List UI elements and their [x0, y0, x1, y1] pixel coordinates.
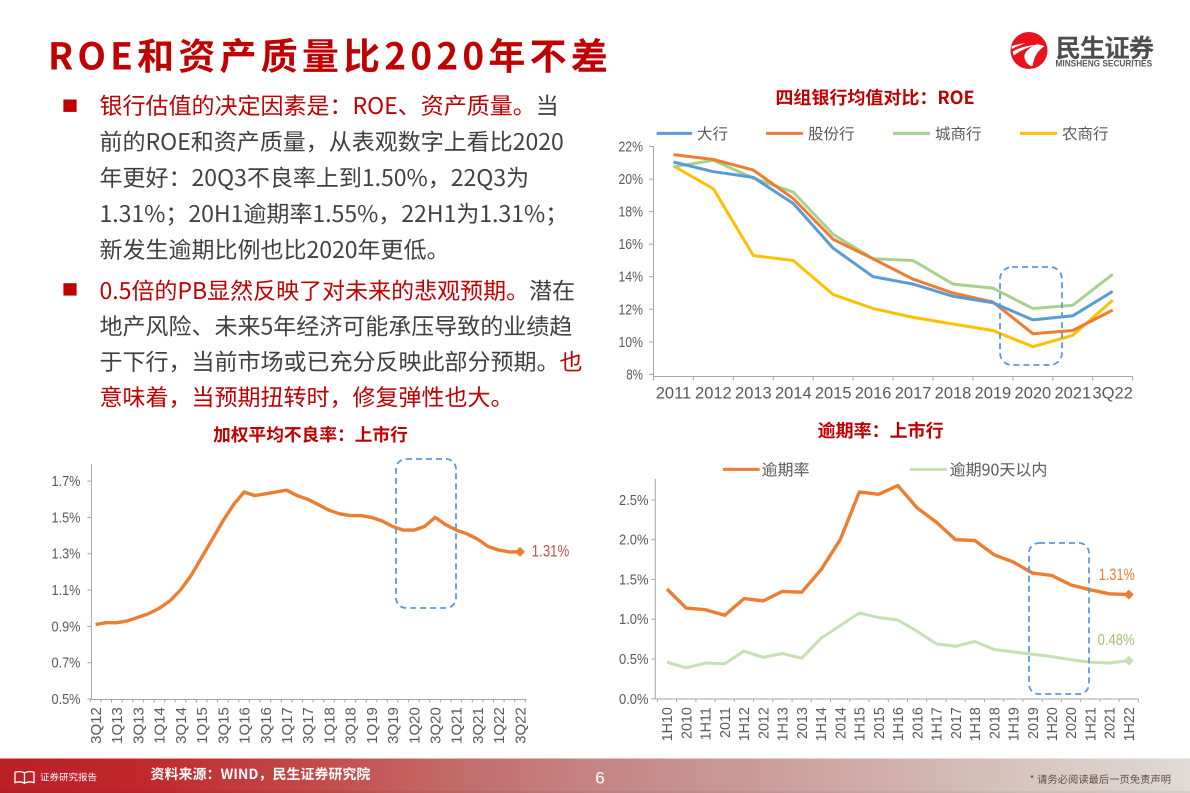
svg-text:1.1%: 1.1% — [52, 583, 81, 599]
svg-text:1H22: 1H22 — [1122, 707, 1138, 741]
svg-text:1H19: 1H19 — [1007, 707, 1023, 741]
svg-text:1.7%: 1.7% — [52, 474, 81, 490]
svg-text:2010: 2010 — [679, 707, 695, 739]
svg-text:0.5%: 0.5% — [52, 692, 81, 708]
svg-text:1H18: 1H18 — [968, 707, 984, 741]
svg-text:1H15: 1H15 — [853, 707, 869, 741]
svg-text:3Q21: 3Q21 — [470, 707, 487, 744]
svg-text:1H16: 1H16 — [891, 707, 907, 741]
svg-text:2018: 2018 — [987, 707, 1003, 739]
svg-text:2019: 2019 — [975, 385, 1012, 403]
svg-text:1.5%: 1.5% — [52, 510, 81, 526]
svg-text:20%: 20% — [619, 172, 644, 188]
svg-text:18%: 18% — [619, 205, 644, 221]
svg-text:16%: 16% — [619, 237, 644, 253]
svg-text:2017: 2017 — [949, 707, 965, 739]
svg-text:3Q22: 3Q22 — [512, 707, 529, 744]
svg-text:1H13: 1H13 — [776, 707, 792, 741]
svg-text:1H10: 1H10 — [660, 707, 676, 741]
svg-text:8%: 8% — [626, 367, 643, 383]
svg-text:2020: 2020 — [1064, 707, 1080, 739]
svg-text:14%: 14% — [619, 270, 644, 286]
svg-text:1Q13: 1Q13 — [109, 707, 126, 744]
svg-text:1H11: 1H11 — [699, 707, 715, 740]
svg-text:2011: 2011 — [718, 707, 734, 738]
svg-text:3Q17: 3Q17 — [300, 707, 317, 744]
svg-text:1.3%: 1.3% — [52, 547, 81, 563]
svg-text:2.5%: 2.5% — [619, 493, 649, 509]
svg-text:2018: 2018 — [935, 385, 972, 403]
svg-text:1Q17: 1Q17 — [279, 707, 296, 744]
svg-text:1H14: 1H14 — [814, 707, 830, 741]
svg-text:2012: 2012 — [695, 385, 732, 403]
svg-text:0.9%: 0.9% — [52, 619, 81, 635]
svg-text:1Q18: 1Q18 — [321, 707, 338, 744]
svg-text:1Q20: 1Q20 — [406, 707, 423, 744]
svg-text:2015: 2015 — [872, 707, 888, 739]
svg-text:2012: 2012 — [756, 707, 772, 739]
svg-text:1H17: 1H17 — [930, 707, 946, 741]
svg-text:3Q15: 3Q15 — [215, 707, 232, 744]
svg-text:1H12: 1H12 — [737, 707, 753, 741]
svg-text:2013: 2013 — [795, 707, 811, 739]
svg-text:1.0%: 1.0% — [619, 612, 649, 628]
svg-text:2014: 2014 — [833, 707, 849, 739]
svg-text:0.48%: 0.48% — [1098, 632, 1135, 649]
svg-text:2021: 2021 — [1054, 385, 1091, 403]
svg-text:2016: 2016 — [910, 707, 926, 739]
svg-text:0.5%: 0.5% — [619, 652, 649, 668]
svg-text:3Q12: 3Q12 — [88, 707, 105, 744]
svg-text:1.31%: 1.31% — [532, 543, 570, 561]
svg-text:1Q19: 1Q19 — [364, 707, 381, 744]
svg-text:2020: 2020 — [1015, 385, 1052, 403]
svg-text:10%: 10% — [619, 335, 644, 351]
svg-text:2019: 2019 — [1026, 707, 1042, 739]
svg-text:0.7%: 0.7% — [52, 656, 81, 672]
svg-text:3Q16: 3Q16 — [258, 707, 275, 744]
svg-text:3Q22: 3Q22 — [1093, 385, 1133, 403]
svg-text:1H20: 1H20 — [1045, 707, 1061, 741]
svg-text:2014: 2014 — [775, 385, 812, 403]
svg-text:1H21: 1H21 — [1084, 707, 1100, 741]
svg-text:1.5%: 1.5% — [619, 573, 649, 589]
svg-text:MINSHENG SECURITIES: MINSHENG SECURITIES — [1056, 58, 1153, 69]
svg-text:1Q22: 1Q22 — [491, 707, 508, 744]
svg-text:2.0%: 2.0% — [619, 533, 649, 549]
svg-text:3Q18: 3Q18 — [343, 707, 360, 744]
svg-text:1Q14: 1Q14 — [152, 707, 169, 744]
svg-text:6: 6 — [595, 769, 604, 788]
svg-text:2015: 2015 — [815, 385, 852, 403]
svg-text:1.31%: 1.31% — [1099, 566, 1135, 584]
svg-text:12%: 12% — [619, 302, 644, 318]
svg-text:2021: 2021 — [1103, 707, 1119, 739]
svg-text:1Q16: 1Q16 — [237, 707, 254, 744]
svg-text:3Q20: 3Q20 — [428, 707, 445, 744]
svg-text:2011: 2011 — [656, 385, 691, 403]
svg-text:2017: 2017 — [895, 385, 932, 403]
svg-text:2016: 2016 — [855, 385, 892, 403]
svg-text:1Q21: 1Q21 — [449, 707, 466, 744]
svg-text:2013: 2013 — [735, 385, 772, 403]
svg-text:3Q19: 3Q19 — [385, 707, 402, 744]
svg-text:3Q14: 3Q14 — [173, 707, 190, 744]
svg-text:0.0%: 0.0% — [619, 692, 649, 708]
svg-text:1Q15: 1Q15 — [194, 707, 211, 744]
svg-text:3Q13: 3Q13 — [130, 707, 147, 744]
svg-text:22%: 22% — [619, 140, 644, 156]
